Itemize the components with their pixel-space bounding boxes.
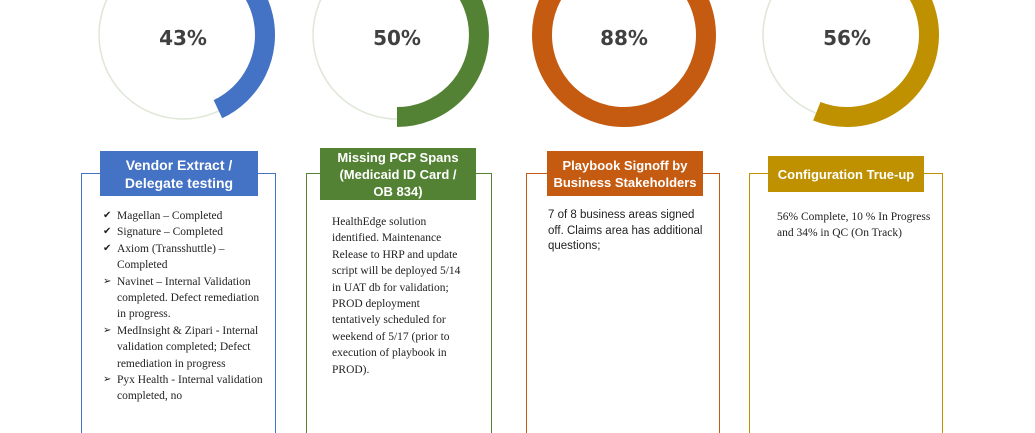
card-title-text: Missing PCP Spans (Medicaid ID Card / OB… — [337, 149, 459, 199]
donut-progress-arc — [396, 0, 489, 127]
percent-label: 56% — [823, 26, 871, 50]
card-body-playbook-signoff: 7 of 8 business areas signed off. Claims… — [548, 209, 703, 253]
list-item-text: Navinet – Internal Validation completed.… — [117, 275, 260, 321]
donut-ring — [312, 0, 489, 127]
percent-label: 50% — [373, 26, 421, 50]
card-playbook-signoff — [526, 173, 720, 433]
donut-ring — [762, 0, 939, 127]
card-title-text: Vendor Extract / Delegate testing — [124, 156, 234, 191]
list-item-text: Axiom (Transshuttle) – Completed — [117, 242, 225, 272]
list-item-text: MedInsight & Zipari - Internal validatio… — [117, 324, 259, 370]
list-item: ✔ Magellan – Completed — [103, 208, 269, 224]
card-body-configuration: 56% Complete, 10 % In Progress and 34% i… — [777, 211, 931, 240]
card-configuration — [749, 173, 943, 433]
list-item-text: Signature – Completed — [117, 226, 224, 239]
progress-donut-playbook-signoff: 88% — [529, 0, 719, 130]
progress-donut-configuration: 56% — [752, 0, 942, 130]
donut-ring — [532, 0, 716, 127]
list-item: ➢ MedInsight & Zipari - Internal validati… — [103, 323, 269, 372]
card-title-text: Playbook Signoff by Business Stakeholder… — [553, 157, 697, 190]
check-icon: ✔ — [103, 226, 112, 238]
list-item: ✔ Axiom (Transshuttle) – Completed — [103, 241, 269, 274]
card-body-missing-pcp: HealthEdge solution identified. Maintena… — [332, 216, 461, 376]
check-icon: ✔ — [103, 210, 112, 221]
card-title-text: Configuration True-up — [777, 166, 915, 182]
vendor-status-list: ✔ Magellan – Completed ✔ Signature – Compl… — [103, 208, 269, 405]
progress-donut-missing-pcp: 50% — [302, 0, 492, 130]
check-icon: ✔ — [103, 242, 112, 254]
list-item: ✔ Signature – Completed — [103, 224, 269, 240]
card-title-playbook-signoff: Playbook Signoff by Business Stakeholder… — [547, 151, 703, 196]
donut-progress-arc — [213, 0, 275, 119]
list-item-text: Pyx Health - Internal validation complet… — [117, 374, 263, 403]
list-item: ➢ Navinet – Internal Validation completed… — [103, 274, 269, 323]
percent-label: 88% — [600, 26, 648, 50]
donut-progress-arc — [813, 0, 939, 127]
donut-progress-arc — [532, 0, 716, 127]
arrow-icon: ➢ — [103, 275, 112, 287]
card-title-missing-pcp: Missing PCP Spans (Medicaid ID Card / OB… — [320, 148, 476, 200]
percent-label: 43% — [159, 26, 207, 50]
progress-donut-vendor-extract: 43% — [88, 0, 278, 130]
card-title-vendor-extract: Vendor Extract / Delegate testing — [100, 151, 258, 196]
donut-ring — [98, 0, 275, 120]
list-item-text: Magellan – Completed — [117, 210, 223, 222]
arrow-icon: ➢ — [103, 374, 112, 386]
list-item: ➢ Pyx Health - Internal validation comple… — [103, 372, 269, 405]
card-vendor-extract — [81, 173, 276, 433]
card-title-configuration: Configuration True-up — [768, 156, 924, 192]
arrow-icon: ➢ — [103, 324, 112, 336]
